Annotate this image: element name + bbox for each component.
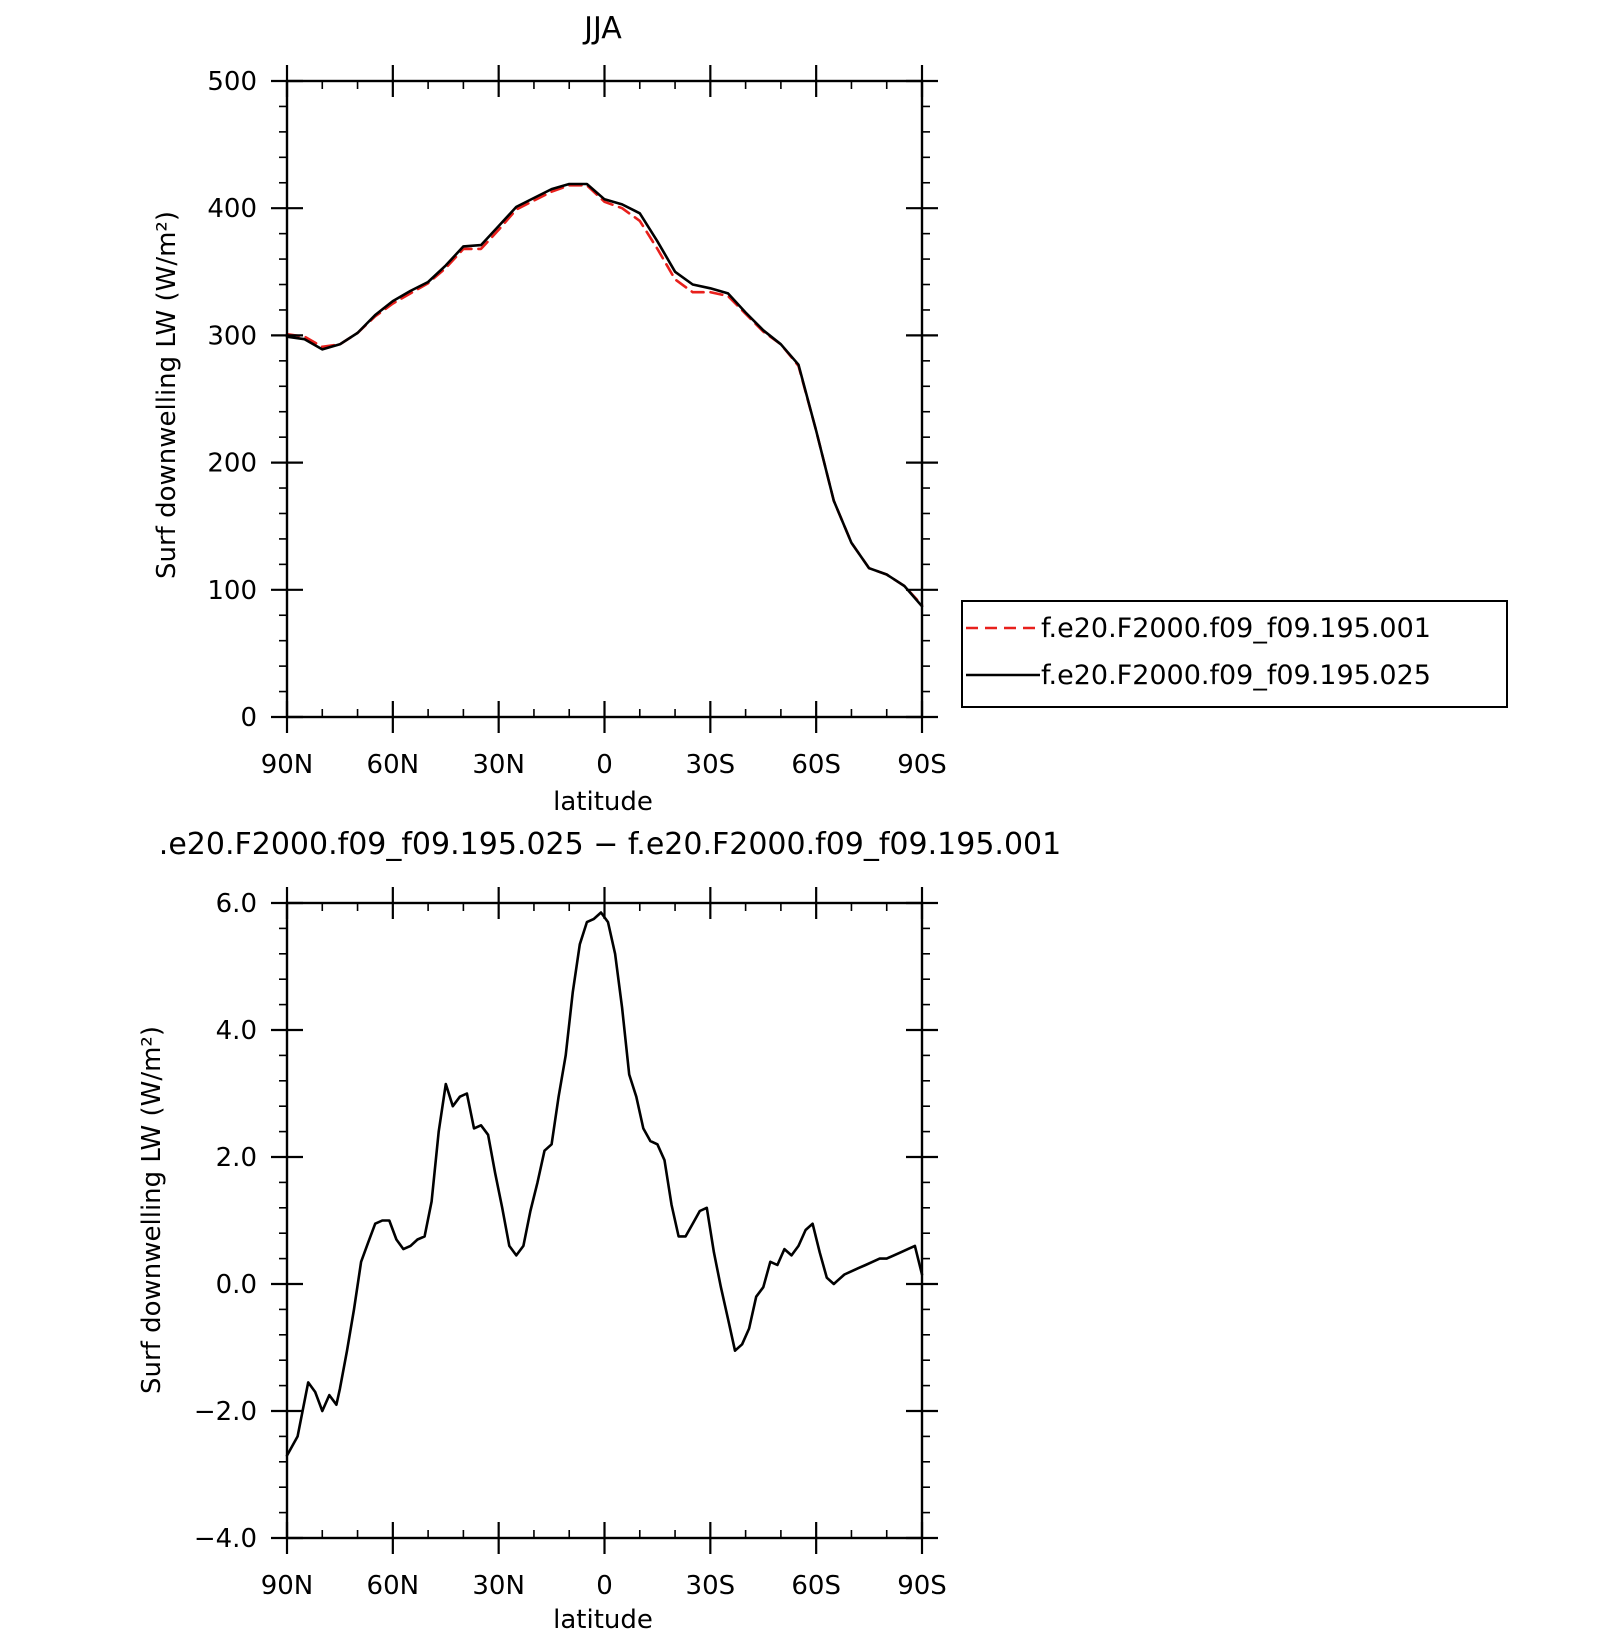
bot-xtick-label: 60N	[367, 1571, 420, 1601]
top-xtick-label: 90S	[897, 750, 947, 780]
bottom-axes-layer: −4.0 −2.0 0.0 2.0 4.0 6.0 90N 60N 30N 0 30S 60S 90S	[194, 887, 947, 1601]
bot-ytick-label: 2.0	[216, 1143, 257, 1173]
top-series-line-1	[285, 182, 924, 608]
bottom-y-axis-label: Surf downwelling LW (W/m²)	[137, 1026, 167, 1394]
top-x-axis-label: latitude	[553, 787, 653, 817]
bottom-chart-title: .e20.F2000.f09_f09.195.025 − f.e20.F2000…	[159, 827, 1061, 862]
bot-xtick-label: 90N	[261, 1571, 314, 1601]
top-ytick-label: 100	[207, 576, 257, 606]
top-xtick-label: 30N	[472, 750, 525, 780]
top-ytick-label: 400	[207, 194, 257, 224]
top-series-line-0	[285, 184, 924, 607]
top-chart-title: JJA	[582, 11, 622, 46]
top-y-axis-label: Surf downwelling LW (W/m²)	[152, 211, 182, 579]
legend-label-025: f.e20.F2000.f09_f09.195.025	[1041, 660, 1431, 691]
top-xtick-label: 60S	[791, 750, 841, 780]
bot-ytick-label: −4.0	[194, 1524, 257, 1554]
top-ytick-label: 300	[207, 321, 257, 351]
bottom-series-layer	[285, 911, 924, 1457]
top-xtick-label: 30S	[686, 750, 736, 780]
bottom-x-axis-label: latitude	[553, 1605, 653, 1635]
top-ytick-label: 0	[240, 703, 257, 733]
bot-xtick-label: 30N	[472, 1571, 525, 1601]
bot-ytick-label: −2.0	[194, 1397, 257, 1427]
legend-label-001: f.e20.F2000.f09_f09.195.001	[1041, 613, 1431, 644]
top-xtick-label: 0	[596, 750, 613, 780]
top-ytick-label: 200	[207, 449, 257, 479]
bot-ytick-label: 6.0	[216, 889, 257, 919]
top-plot-frame	[285, 79, 924, 719]
bot-series-line-0	[285, 911, 924, 1457]
top-xtick-label: 90N	[261, 750, 314, 780]
bot-ytick-label: 0.0	[216, 1270, 257, 1300]
bot-xtick-label: 0	[596, 1571, 613, 1601]
top-xtick-label: 60N	[367, 750, 420, 780]
bottom-panel: .e20.F2000.f09_f09.195.025 − f.e20.F2000…	[137, 827, 1061, 1635]
top-series-layer	[285, 182, 924, 608]
top-axes-layer: 0 100 200 300 400 500 90N 60N 30N 0 30S 60S 90S	[207, 65, 947, 780]
bot-xtick-label: 30S	[686, 1571, 736, 1601]
bot-ytick-label: 4.0	[216, 1016, 257, 1046]
bot-xtick-label: 60S	[791, 1571, 841, 1601]
legend-box	[961, 600, 1508, 708]
bot-xtick-label: 90S	[897, 1571, 947, 1601]
top-ytick-label: 500	[207, 67, 257, 97]
legend: f.e20.F2000.f09_f09.195.001 f.e20.F2000.…	[961, 600, 1508, 708]
